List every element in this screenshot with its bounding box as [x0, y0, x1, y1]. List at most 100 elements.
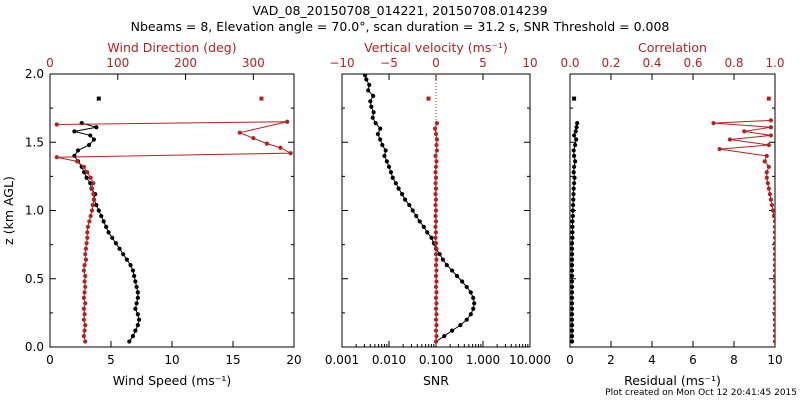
wind-direction-point — [264, 141, 269, 146]
x-tick-label: 0.001 — [325, 353, 359, 367]
wind-direction-point — [82, 290, 87, 295]
vertical-velocity-point — [433, 263, 439, 268]
snr-point — [386, 164, 392, 169]
wind-direction-point — [91, 181, 96, 186]
residual-point — [570, 252, 575, 257]
residual-point — [570, 279, 575, 284]
vertical-velocity-point — [433, 295, 439, 300]
snr-point — [425, 230, 430, 235]
wind-direction-point — [91, 192, 96, 197]
snr-point — [472, 301, 477, 306]
top-axis-title: Correlation — [638, 40, 707, 55]
x-tick-label: 0.100 — [419, 353, 453, 367]
y-tick-label: 1.0 — [25, 204, 44, 218]
snr-point — [375, 131, 380, 137]
wind-direction-point — [82, 312, 87, 317]
correlation-point — [742, 129, 747, 134]
wind-direction-point — [85, 230, 90, 235]
residual-point — [570, 263, 575, 268]
wind-direction-point — [81, 306, 86, 311]
residual-point — [572, 175, 577, 180]
residual-point — [570, 333, 575, 339]
wind-direction-point — [54, 122, 59, 127]
x-axis-title: Residual (ms⁻¹) — [624, 373, 721, 388]
wind-direction-point — [90, 202, 95, 208]
wind-speed-point — [106, 230, 111, 235]
snr-point — [464, 317, 469, 322]
x-tick-label: 20 — [286, 353, 301, 367]
residual-point — [570, 317, 575, 322]
correlation-point — [768, 125, 774, 130]
isolated-point-marker — [426, 96, 431, 101]
top-x-tick-label: 0.4 — [642, 56, 661, 70]
vertical-velocity-point — [434, 159, 439, 164]
residual-point — [573, 142, 578, 148]
residual-point — [572, 133, 577, 138]
vertical-velocity-point — [434, 121, 440, 126]
snr-point — [468, 312, 473, 317]
snr-point — [471, 295, 476, 300]
snr-point — [402, 197, 408, 202]
residual-point — [573, 129, 578, 134]
x-tick-label: 0 — [46, 353, 54, 367]
plot-frame — [49, 73, 295, 348]
y-tick-label: 0.0 — [25, 340, 44, 354]
vertical-velocity-point — [432, 126, 438, 131]
wind-direction-point — [81, 295, 86, 300]
correlation-point — [766, 186, 771, 191]
vertical-velocity-point — [433, 153, 438, 158]
wind-direction-point — [83, 257, 89, 262]
snr-point — [421, 224, 426, 229]
snr-point — [362, 74, 368, 78]
wind-speed-point — [104, 224, 109, 229]
wind-speed-point — [133, 328, 138, 333]
wind-direction-point — [82, 263, 87, 268]
x-tick-label: 4 — [648, 353, 656, 367]
wind-speed-point — [121, 252, 126, 257]
snr-point — [444, 263, 449, 268]
vertical-velocity-point — [434, 290, 439, 295]
correlation-point — [772, 224, 775, 229]
wind-direction-point — [91, 197, 97, 202]
wind-speed-point — [86, 142, 92, 148]
x-tick-label: 0 — [566, 353, 574, 367]
wind-speed-point — [110, 235, 115, 240]
snr-point — [414, 213, 419, 219]
snr-point — [460, 279, 465, 284]
correlation-point — [764, 170, 769, 175]
correlation-line — [713, 119, 775, 342]
panel-vertical-velocity: 0.001 0.010 0.100 1.000 10.000 −10 −5 0 5 10 Verti… — [325, 40, 551, 388]
wind-speed-point — [94, 125, 99, 130]
residual-point — [573, 159, 578, 164]
correlation-point — [771, 213, 775, 219]
top-x-tick-label: 1.0 — [765, 56, 784, 70]
correlation-point — [772, 284, 775, 290]
correlation-point — [772, 230, 775, 235]
residual-point — [571, 170, 576, 175]
wind-direction-point — [89, 186, 95, 191]
vertical-velocity-point — [433, 339, 439, 344]
wind-direction-point — [85, 224, 91, 229]
plot-data — [362, 74, 477, 347]
wind-direction-point — [88, 213, 93, 219]
snr-point — [388, 170, 394, 175]
wind-speed-point — [94, 202, 99, 208]
wind-direction-point — [83, 301, 88, 306]
wind-direction-point — [81, 268, 86, 273]
correlation-point — [766, 142, 771, 148]
vertical-velocity-point — [433, 192, 438, 197]
snr-point — [407, 202, 412, 208]
wind-speed-point — [130, 268, 136, 273]
y-tick-label: 1.5 — [25, 135, 44, 149]
vertical-velocity-point — [433, 306, 439, 311]
wind-direction-point — [75, 159, 80, 164]
wind-direction-point — [81, 333, 86, 339]
residual-point — [571, 197, 576, 202]
title-line1: VAD_08_20150708_014221, 20150708.014239 — [252, 3, 547, 18]
plot-frame — [569, 73, 776, 348]
x-tick-label: 10.000 — [509, 353, 551, 367]
wind-direction-point — [81, 164, 86, 169]
snr-point — [468, 290, 473, 295]
wind-speed-point — [88, 181, 93, 186]
